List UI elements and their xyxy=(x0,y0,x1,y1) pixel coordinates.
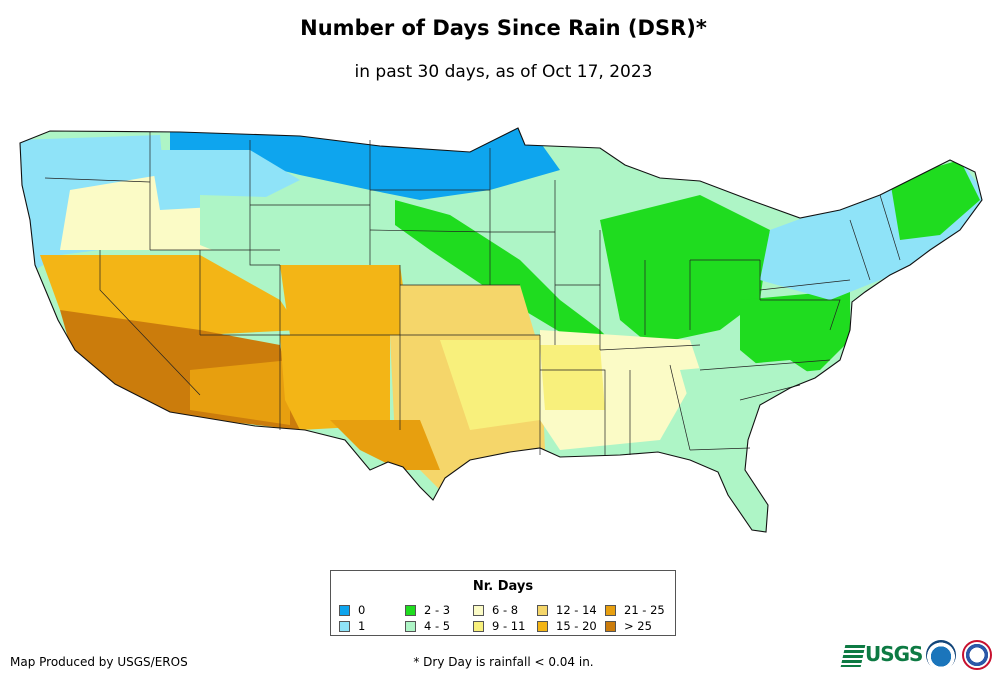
usgs-wave-icon xyxy=(840,645,866,667)
legend-item: 12 - 14 xyxy=(537,603,597,617)
legend-swatch xyxy=(537,620,548,632)
legend-label: 4 - 5 xyxy=(424,619,451,633)
new-mexico-region xyxy=(280,335,390,430)
plains-green-band xyxy=(395,200,620,350)
legend-label: 1 xyxy=(358,619,366,633)
west-texas-region xyxy=(330,420,440,470)
legend-swatch xyxy=(405,620,416,632)
usgs-logo: USGS xyxy=(840,641,923,671)
colorado-region xyxy=(280,265,410,335)
legend-swatch xyxy=(473,620,484,632)
florida-region xyxy=(690,445,770,530)
legend-swatch xyxy=(339,604,350,616)
kansas-region xyxy=(400,285,535,335)
dry-day-footnote: * Dry Day is rainfall < 0.04 in. xyxy=(413,655,594,669)
mid-atlantic-region xyxy=(740,290,850,375)
legend-label: 0 xyxy=(358,603,366,617)
ozark-region xyxy=(540,345,605,410)
legend-item: > 25 xyxy=(605,619,652,633)
noaa-logo xyxy=(926,640,956,670)
producer-credit: Map Produced by USGS/EROS xyxy=(10,655,188,669)
nws-logo xyxy=(962,640,992,670)
legend-swatch xyxy=(473,604,484,616)
usgs-wordmark: USGS xyxy=(865,642,923,666)
legend-label: 12 - 14 xyxy=(556,603,597,617)
georgia-carolina-region xyxy=(680,360,820,440)
legend-swatch xyxy=(339,620,350,632)
legend-item: 4 - 5 xyxy=(405,619,450,633)
map-title: Number of Days Since Rain (DSR)* xyxy=(300,16,707,40)
legend-item: 0 xyxy=(339,603,365,617)
great-lakes-region xyxy=(600,195,770,345)
arizona-core-region xyxy=(190,360,290,425)
wyoming-region xyxy=(200,195,370,265)
legend-label: 6 - 8 xyxy=(492,603,519,617)
legend-item: 15 - 20 xyxy=(537,619,597,633)
legend-label: > 25 xyxy=(624,619,652,633)
legend-label: 2 - 3 xyxy=(424,603,451,617)
oklahoma-region xyxy=(440,340,540,430)
legend-swatch xyxy=(405,604,416,616)
legend-swatch xyxy=(537,604,548,616)
us-outline xyxy=(19,127,983,533)
legend-item: 2 - 3 xyxy=(405,603,450,617)
new-england-region xyxy=(890,160,980,240)
legend-label: 21 - 25 xyxy=(624,603,665,617)
legend-swatch xyxy=(605,620,616,632)
legend-item: 9 - 11 xyxy=(473,619,525,633)
legend-swatch xyxy=(605,604,616,616)
legend-item: 21 - 25 xyxy=(605,603,665,617)
map-subtitle: in past 30 days, as of Oct 17, 2023 xyxy=(354,62,653,82)
montana-region xyxy=(150,150,300,210)
legend-label: 9 - 11 xyxy=(492,619,526,633)
legend: Nr. Days 0 1 2 - 3 4 - 5 6 - 8 9 - 11 12… xyxy=(330,570,676,636)
legend-item: 6 - 8 xyxy=(473,603,518,617)
great-basin-region xyxy=(40,255,300,335)
legend-label: 15 - 20 xyxy=(556,619,597,633)
legend-item: 1 xyxy=(339,619,365,633)
legend-title: Nr. Days xyxy=(472,579,534,594)
state-borders xyxy=(44,132,901,455)
